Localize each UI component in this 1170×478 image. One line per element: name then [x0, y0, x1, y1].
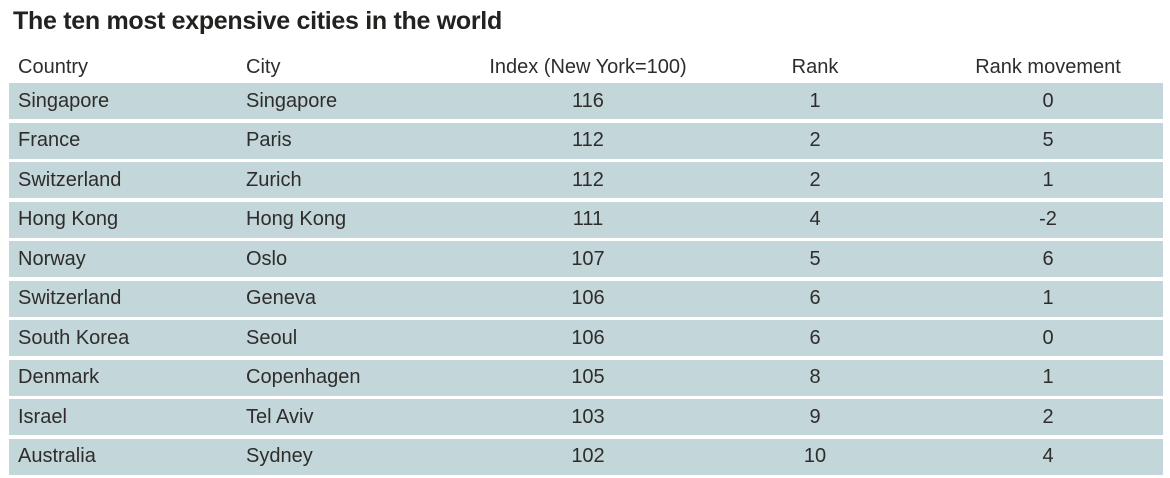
cell-rank: 9 — [809, 405, 821, 428]
cell-country: Denmark — [18, 366, 100, 388]
cell-index: 106 — [571, 326, 605, 349]
cell-rank-movement: 1 — [1042, 287, 1054, 309]
cities-table: Country City Index (New York=100) Rank Rank … — [9, 48, 1163, 475]
cell-rank: 2 — [809, 129, 821, 151]
cell-country: Switzerland — [18, 287, 122, 309]
cell-index: 112 — [572, 129, 604, 151]
cell-country: France — [18, 129, 81, 151]
cell-country: Hong Kong — [18, 208, 119, 230]
cell-rank-movement: 0 — [1042, 326, 1054, 349]
table-row: South Korea Seoul 106 6 0 — [9, 320, 1163, 356]
cell-country: Singapore — [18, 89, 110, 112]
cell-rank-movement: 0 — [1042, 89, 1054, 112]
cell-city: Tel Aviv — [246, 405, 314, 428]
table-row: Switzerland Zurich 112 2 1 — [9, 162, 1163, 198]
table-body: Singapore Singapore 116 1 0 France Paris 112 2 5 S… — [9, 83, 1163, 475]
cell-index: 103 — [571, 405, 605, 428]
table-row: France Paris 112 2 5 — [9, 122, 1163, 159]
cell-index: 112 — [572, 168, 604, 191]
cell-rank: 6 — [809, 326, 821, 349]
header-cell-index: Index (New York=100) — [489, 56, 687, 78]
cell-city: Seoul — [246, 326, 298, 349]
table-row: Switzerland Geneva 106 6 1 — [9, 280, 1163, 317]
cell-city: Zurich — [246, 168, 302, 191]
cell-rank: 8 — [809, 366, 821, 388]
cell-rank: 6 — [809, 287, 821, 309]
table-row: Norway Oslo 107 5 6 — [9, 241, 1163, 277]
cell-rank: 1 — [809, 89, 821, 112]
table-row: Israel Tel Aviv 103 9 2 — [9, 399, 1163, 435]
cell-rank-movement: 1 — [1042, 366, 1054, 388]
header-cell-rank: Rank — [791, 56, 839, 78]
cell-city: Sydney — [246, 445, 313, 467]
cell-rank-movement: 4 — [1042, 445, 1054, 467]
cell-country: Norway — [18, 247, 86, 270]
cell-index: 116 — [572, 89, 604, 112]
cell-index: 105 — [571, 366, 605, 388]
header-cell-rank-movement: Rank movement — [975, 56, 1121, 78]
cell-rank-movement: 2 — [1042, 405, 1054, 428]
cell-country: Australia — [18, 445, 96, 467]
cell-city: Singapore — [246, 89, 338, 112]
table-row: Denmark Copenhagen 105 8 1 — [9, 359, 1163, 396]
cell-index: 106 — [571, 287, 605, 309]
cell-country: Switzerland — [18, 168, 122, 191]
cell-rank: 5 — [809, 247, 821, 270]
cell-city: Hong Kong — [246, 208, 347, 230]
header-cell-country: Country — [18, 56, 89, 78]
table-row: Singapore Singapore 116 1 0 — [9, 83, 1163, 119]
cell-rank: 4 — [809, 208, 821, 230]
table-row: Hong Kong Hong Kong 111 4 -2 — [9, 201, 1163, 238]
cell-rank-movement: -2 — [1039, 208, 1057, 230]
cell-rank-movement: 1 — [1042, 168, 1054, 191]
table-row: Australia Sydney 102 10 4 — [9, 438, 1163, 475]
page-title: The ten most expensive cities in the wor… — [13, 7, 502, 35]
cell-rank: 10 — [803, 445, 827, 467]
cell-city: Paris — [246, 129, 292, 151]
cell-city: Geneva — [246, 287, 317, 309]
cell-rank-movement: 5 — [1042, 129, 1054, 151]
cell-index: 102 — [571, 445, 605, 467]
cell-rank-movement: 6 — [1042, 247, 1054, 270]
cell-country: Israel — [18, 405, 67, 428]
cell-index: 111 — [572, 208, 604, 230]
cell-city: Oslo — [246, 247, 288, 270]
cell-index: 107 — [571, 247, 605, 270]
table-header-row: Country City Index (New York=100) Rank Rank … — [9, 48, 1163, 83]
cell-country: South Korea — [18, 326, 130, 349]
cell-rank: 2 — [809, 168, 821, 191]
cell-city: Copenhagen — [246, 366, 361, 388]
header-cell-city: City — [246, 56, 281, 78]
